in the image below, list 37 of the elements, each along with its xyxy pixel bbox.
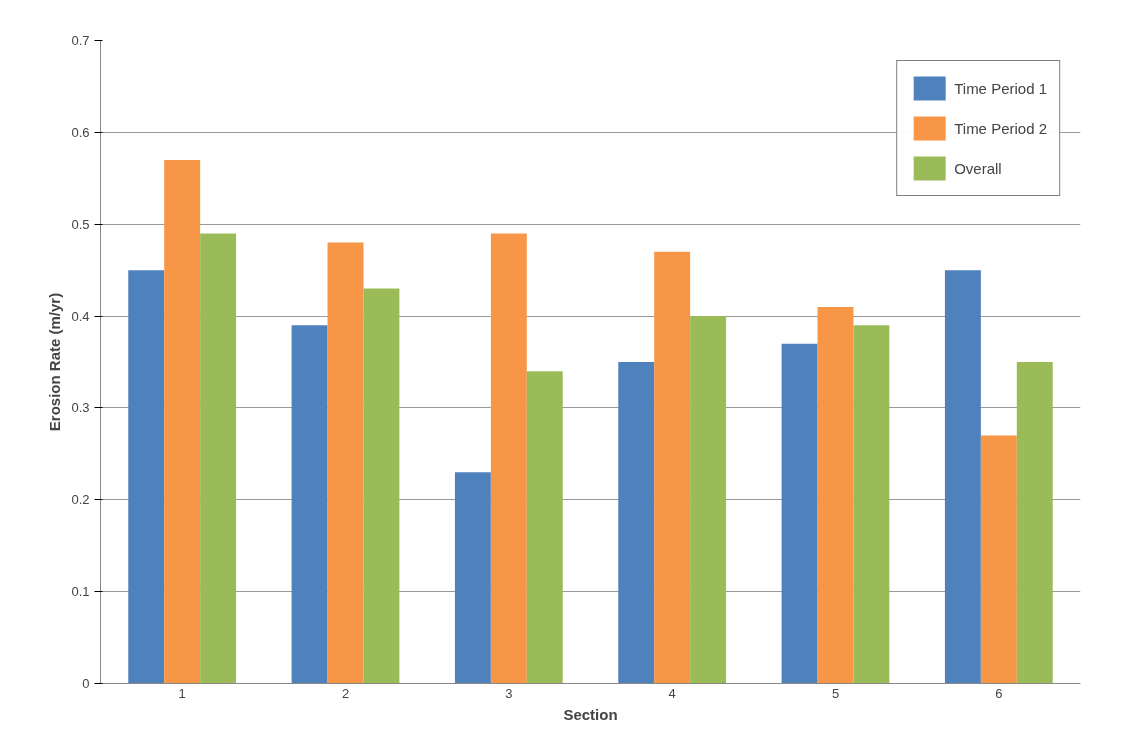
bar xyxy=(128,270,165,684)
bar xyxy=(327,242,364,684)
x-tick-label: 2 xyxy=(341,685,350,701)
x-tick-label: 4 xyxy=(668,685,676,701)
y-tick-label: 0.5 xyxy=(71,216,90,232)
x-axis-title: Section xyxy=(563,705,618,723)
y-tick-label: 0.1 xyxy=(71,584,90,600)
bar xyxy=(853,325,890,684)
legend-label: Time Period 1 xyxy=(954,79,1047,97)
bar xyxy=(654,251,691,684)
y-tick-label: 0 xyxy=(82,676,90,691)
bar xyxy=(1016,362,1053,684)
y-tick-label: 0.6 xyxy=(71,124,90,140)
bar xyxy=(363,288,400,684)
bar xyxy=(690,316,727,684)
bar xyxy=(200,233,237,684)
y-tick-label: 0.4 xyxy=(71,308,90,324)
y-axis-title: Erosion Rate (m/yr) xyxy=(46,292,64,432)
y-tick-label: 0.3 xyxy=(71,400,90,416)
bar xyxy=(454,472,491,684)
bar xyxy=(817,306,854,684)
bar xyxy=(980,435,1017,684)
bar xyxy=(781,343,818,684)
bar xyxy=(526,371,563,684)
x-tick-label: 6 xyxy=(995,685,1003,701)
bar xyxy=(164,159,201,684)
x-tick-label: 1 xyxy=(178,685,186,701)
legend-label: Overall xyxy=(954,159,1002,177)
y-tick-label: 0.7 xyxy=(71,33,90,48)
bar xyxy=(291,325,328,684)
bar xyxy=(618,362,655,684)
legend-label: Time Period 2 xyxy=(954,119,1047,137)
x-tick-label: 5 xyxy=(831,685,840,701)
x-tick-label: 3 xyxy=(505,685,513,701)
bar xyxy=(944,270,981,684)
bar xyxy=(490,233,527,684)
y-tick-label: 0.2 xyxy=(71,492,90,508)
